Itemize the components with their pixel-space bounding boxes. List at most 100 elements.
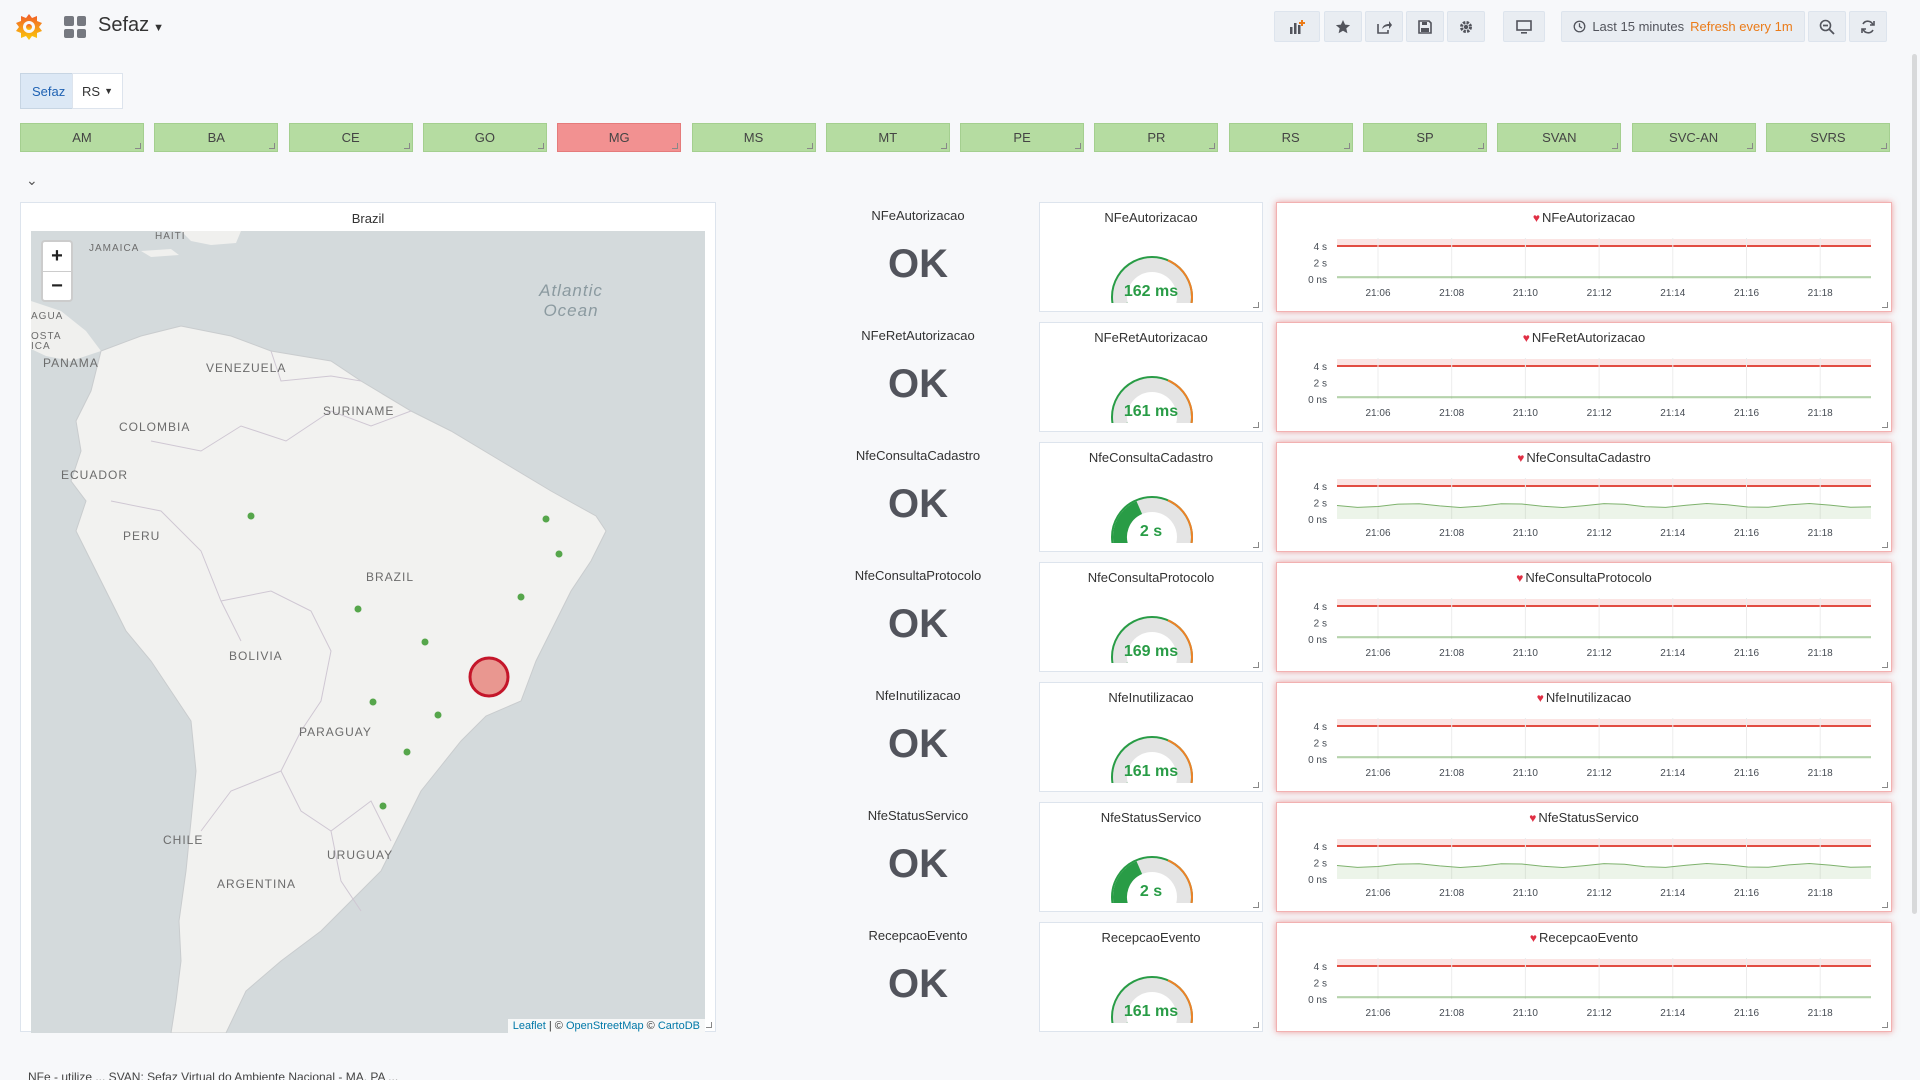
graph-plot[interactable]: 4 s 2 s 0 ns 21:06 21:08 21:10 21:12 21:14 21:16… (1277, 803, 1893, 913)
gauge-title[interactable]: NfeStatusServico (1100, 810, 1202, 825)
variable-select-state[interactable]: RS ▼ (72, 73, 123, 109)
panel-resize-handle[interactable] (1209, 143, 1216, 149)
state-button-mg[interactable]: MG (557, 123, 682, 152)
zoom-in-button[interactable]: + (51, 245, 63, 267)
panel-resize-handle[interactable] (1253, 662, 1259, 668)
page-scrollbar[interactable] (1912, 54, 1917, 914)
gauge-title[interactable]: RecepcaoEvento (1101, 930, 1201, 945)
panel-resize-handle[interactable] (1882, 1022, 1888, 1028)
dashboard-title[interactable]: Sefaz ▼ (98, 14, 165, 36)
graph-title[interactable]: ♥ NFeAutorizacao (1277, 210, 1891, 225)
grafana-logo-icon[interactable] (14, 12, 44, 42)
panel-resize-handle[interactable] (1253, 782, 1259, 788)
worldmap[interactable]: Atlantic Ocean HAITI JAMAICA VENEZUELA S… (31, 231, 705, 1033)
tv-mode-button[interactable] (1503, 11, 1545, 42)
share-button[interactable] (1365, 11, 1403, 42)
star-button[interactable] (1324, 11, 1362, 42)
state-button-svc-an[interactable]: SVC-AN (1631, 123, 1756, 152)
singlestat-title[interactable]: NfeStatusServico (867, 808, 969, 823)
state-button-pr[interactable]: PR (1094, 123, 1219, 152)
singlestat-title[interactable]: NfeConsultaProtocolo (854, 568, 982, 583)
map-point-ok[interactable] (421, 638, 429, 646)
refresh-button[interactable] (1849, 11, 1887, 42)
panel-resize-handle[interactable] (1882, 782, 1888, 788)
state-button-ce[interactable]: CE (288, 123, 413, 152)
openstreetmap-link[interactable]: OpenStreetMap (565, 1020, 644, 1032)
panel-resize-handle[interactable] (135, 143, 141, 149)
panel-resize-handle[interactable] (537, 143, 544, 149)
graph-plot[interactable]: 4 s 2 s 0 ns 21:06 21:08 21:10 21:12 21:14 21:16… (1277, 443, 1893, 553)
graph-title[interactable]: ♥ NfeInutilizacao (1277, 690, 1891, 705)
map-point-ok[interactable] (247, 512, 255, 520)
graph-plot[interactable]: 4 s 2 s 0 ns 21:06 21:08 21:10 21:12 21:14 21:16… (1277, 323, 1893, 433)
state-button-mt[interactable]: MT (825, 123, 950, 152)
state-button-rs[interactable]: RS (1228, 123, 1353, 152)
gauge-title[interactable]: NFeRetAutorizacao (1094, 330, 1208, 345)
add-panel-button[interactable] (1274, 11, 1320, 42)
state-button-sp[interactable]: SP (1363, 123, 1487, 152)
zoom-out-button[interactable] (1808, 11, 1846, 42)
panel-resize-handle[interactable] (940, 143, 947, 149)
graph-title[interactable]: ♥ NfeConsultaProtocolo (1277, 570, 1891, 585)
panel-resize-handle[interactable] (1343, 143, 1350, 149)
panel-resize-handle[interactable] (1075, 143, 1082, 149)
panel-resize-handle[interactable] (1746, 143, 1753, 149)
panel-resize-handle[interactable] (806, 143, 813, 149)
map-panel-title[interactable]: Brazil (351, 211, 385, 226)
leaflet-link[interactable]: Leaflet (512, 1020, 546, 1032)
graph-plot[interactable]: 4 s 2 s 0 ns 21:06 21:08 21:10 21:12 21:14 21:16… (1277, 563, 1893, 673)
panel-resize-handle[interactable] (1253, 1022, 1259, 1028)
singlestat-title[interactable]: NFeRetAutorizacao (861, 328, 975, 343)
singlestat-title[interactable]: RecepcaoEvento (868, 928, 968, 943)
gauge-title[interactable]: NfeConsultaProtocolo (1087, 570, 1215, 585)
row-collapse-chevron-icon[interactable]: ⌄ (26, 172, 38, 188)
singlestat-title[interactable]: NFeAutorizacao (871, 208, 965, 223)
panel-resize-handle[interactable] (1880, 143, 1887, 149)
graph-title[interactable]: ♥ NfeStatusServico (1277, 810, 1891, 825)
graph-title[interactable]: ♥ NFeRetAutorizacao (1277, 330, 1891, 345)
panel-resize-handle[interactable] (403, 143, 410, 149)
map-point-ok[interactable] (369, 698, 377, 706)
panel-resize-handle[interactable] (1882, 422, 1888, 428)
map-point-ok[interactable] (555, 550, 563, 558)
gauge-title[interactable]: NfeInutilizacao (1108, 690, 1194, 705)
map-point-ok[interactable] (403, 748, 411, 756)
panel-resize-handle[interactable] (1612, 143, 1619, 149)
panel-resize-handle[interactable] (672, 143, 679, 149)
state-button-svan[interactable]: SVAN (1497, 123, 1622, 152)
panel-resize-handle[interactable] (1478, 143, 1484, 149)
panel-resize-handle[interactable] (1253, 302, 1259, 308)
gauge-title[interactable]: NFeAutorizacao (1104, 210, 1198, 225)
state-button-ms[interactable]: MS (691, 123, 816, 152)
panel-resize-handle[interactable] (1882, 542, 1888, 548)
time-picker-button[interactable]: Last 15 minutes Refresh every 1m (1561, 11, 1805, 42)
gauge-title[interactable]: NfeConsultaCadastro (1088, 450, 1214, 465)
map-resize-handle[interactable] (706, 1022, 712, 1028)
graph-plot[interactable]: 4 s 2 s 0 ns 21:06 21:08 21:10 21:12 21:14 21:16… (1277, 683, 1893, 793)
dashboards-icon[interactable] (64, 16, 86, 38)
panel-resize-handle[interactable] (1882, 662, 1888, 668)
state-button-pe[interactable]: PE (960, 123, 1085, 152)
panel-resize-handle[interactable] (1882, 302, 1888, 308)
panel-resize-handle[interactable] (1253, 902, 1259, 908)
singlestat-title[interactable]: NfeInutilizacao (875, 688, 961, 703)
map-point-ok[interactable] (434, 711, 442, 719)
state-button-ba[interactable]: BA (154, 123, 279, 152)
map-point-alert[interactable] (468, 656, 510, 698)
state-button-svrs[interactable]: SVRS (1765, 123, 1890, 152)
state-button-go[interactable]: GO (422, 123, 547, 152)
cartodb-link[interactable]: CartoDB (657, 1020, 700, 1032)
map-point-ok[interactable] (517, 593, 525, 601)
panel-resize-handle[interactable] (1882, 902, 1888, 908)
graph-plot[interactable]: 4 s 2 s 0 ns 21:06 21:08 21:10 21:12 21:14 21:16… (1277, 203, 1893, 313)
graph-plot[interactable]: 4 s 2 s 0 ns 21:06 21:08 21:10 21:12 21:14 21:16… (1277, 923, 1893, 1033)
state-button-am[interactable]: AM (20, 123, 144, 152)
save-button[interactable] (1406, 11, 1444, 42)
map-point-ok[interactable] (542, 515, 550, 523)
graph-title[interactable]: ♥ RecepcaoEvento (1277, 930, 1891, 945)
zoom-out-map-button[interactable]: − (43, 271, 71, 300)
panel-resize-handle[interactable] (269, 143, 276, 149)
graph-title[interactable]: ♥ NfeConsultaCadastro (1277, 450, 1891, 465)
settings-button[interactable] (1447, 11, 1485, 42)
panel-resize-handle[interactable] (1253, 542, 1259, 548)
